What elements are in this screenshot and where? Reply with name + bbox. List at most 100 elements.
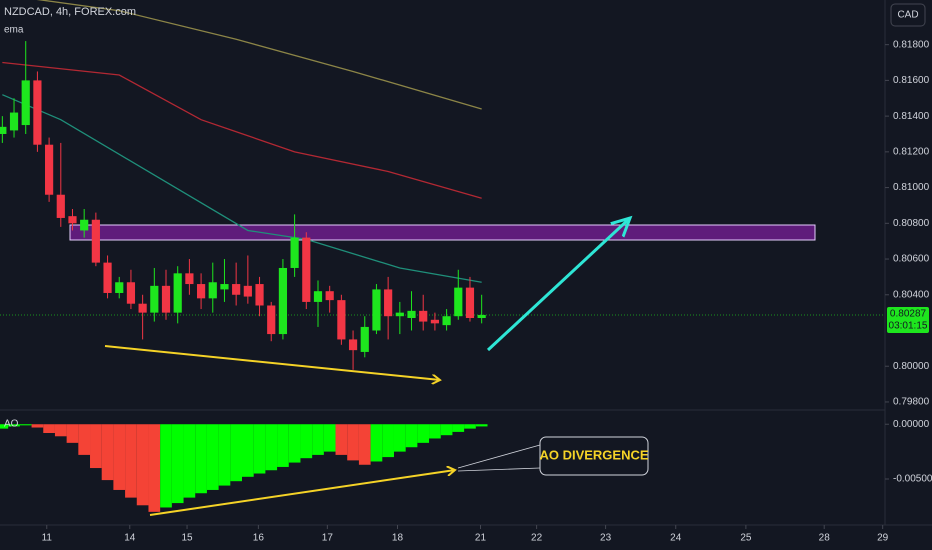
price-tag-countdown: 03:01:15 [889,321,928,332]
candle-body [103,262,112,293]
candle-body [68,216,77,224]
ao-bar [113,424,126,490]
ao-bar [312,424,324,455]
candle-body [33,80,42,145]
candle-body [196,284,206,299]
y-tick-label: 0.81600 [893,75,930,86]
ao-bar [66,424,79,443]
ao-bar [277,424,289,467]
candle-body [161,285,171,313]
ao-bar [101,424,114,481]
ao-bar [148,424,161,512]
price-tag [887,306,929,333]
candle-body [243,285,252,297]
candle-body [126,282,136,304]
ao-bar [253,424,266,474]
ao-bar [405,424,418,448]
ao-bar [382,424,394,458]
candle-body [313,291,323,302]
candle-body [138,303,147,313]
candle-body [384,289,393,317]
ao-bar [0,424,9,429]
candle-body [290,237,299,268]
x-tick-label: 24 [670,533,682,544]
currency-label: CAD [897,10,918,21]
candle-body [430,319,439,324]
ema-line [2,61,482,199]
candle-body [220,284,229,290]
currency-button[interactable] [890,3,926,27]
candle-body [173,273,182,313]
candle-body [302,237,311,302]
candle-body [0,126,7,134]
candle-body [45,144,54,195]
ao-bar [78,424,91,455]
ao-bar [300,424,313,459]
callout-line [457,467,541,472]
ao-bar [452,424,465,432]
ao-bar [335,424,348,455]
ao-bar [43,424,55,433]
ao-bar [19,424,32,426]
candle-body [208,282,217,299]
candle-body [325,291,334,301]
ao-trend-line[interactable] [149,470,455,516]
x-tick-label: 14 [124,533,136,544]
ao-bar [160,424,172,508]
x-tick-label: 21 [475,533,487,544]
ao-bar [136,424,149,506]
x-tick-label: 22 [531,533,543,544]
y-tick-label: 0.81400 [893,111,930,122]
x-tick-label: 23 [600,533,612,544]
candle-body [477,314,486,318]
y-tick-label: 0.81800 [893,39,930,50]
candle-body [348,339,358,351]
x-tick-label: 25 [740,533,752,544]
ao-bar [8,424,20,427]
ema-line [2,94,482,283]
ao-bar [195,424,207,494]
ao-bar [230,424,243,482]
ao-bar [265,424,278,471]
x-tick-label: 28 [819,533,831,544]
ao-bar [323,424,336,452]
candle-body [465,287,475,318]
y-tick-label: 0.00000 [893,419,930,430]
y-tick-label: 0.81200 [893,146,930,157]
y-tick-label: 0.81000 [893,182,930,193]
ao-bar [429,424,441,439]
candle-body [454,287,463,317]
price-tag-value: 0.80287 [890,309,927,320]
candle-body [80,219,89,231]
callout-box[interactable] [539,436,649,476]
ema-line [36,0,482,110]
ao-bar [358,424,371,465]
candle-body [115,282,124,293]
x-tick-label: 29 [877,533,889,544]
ao-bar [393,424,406,452]
indicator-label: ema [4,25,24,36]
candle-body [91,219,100,263]
candle-body [395,312,404,317]
ao-bar [475,424,488,427]
x-tick-label: 17 [322,533,334,544]
ao-bar [125,424,137,498]
x-tick-label: 15 [181,533,193,544]
ao-bar [417,424,430,443]
resistance-zone[interactable] [69,224,816,241]
candle-body [267,305,276,335]
symbol-title: NZDCAD, 4h, FOREX.com [4,6,136,18]
ao-bar [218,424,231,486]
candle-body [337,300,346,340]
price-trend-line[interactable] [104,345,440,380]
ao-bar [31,424,44,428]
y-tick-label: -0.00500 [893,474,932,485]
projection-arrow[interactable] [486,218,630,352]
ao-bar [90,424,102,469]
callout-text: AO DIVERGENCE [539,447,648,462]
candle-body [9,112,19,131]
ao-bar [171,424,184,504]
candle-body [442,316,451,326]
x-tick-label: 16 [253,533,265,544]
x-tick-label: 11 [42,533,53,544]
